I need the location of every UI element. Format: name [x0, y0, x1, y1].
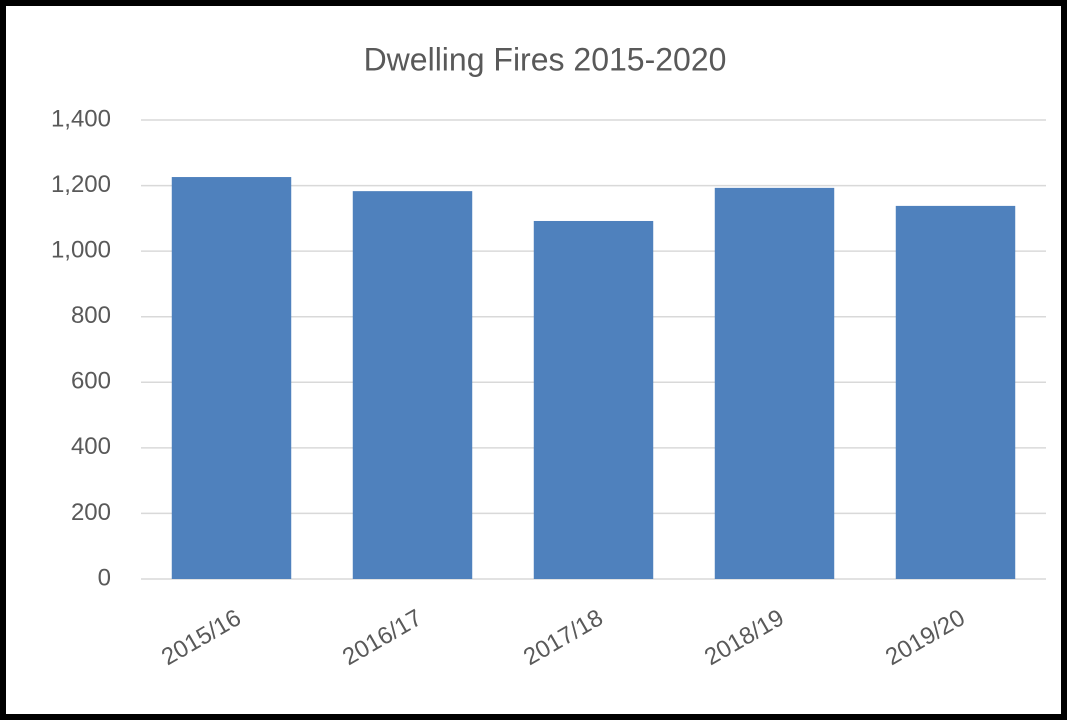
y-tick-label: 1,000 — [51, 236, 111, 263]
y-tick-label: 600 — [71, 368, 111, 395]
y-tick-label: 1,200 — [51, 171, 111, 198]
bar — [171, 177, 292, 579]
y-tick-label: 1,400 — [51, 105, 111, 132]
bar — [895, 205, 1016, 580]
chart-title: Dwelling Fires 2015-2020 — [364, 41, 727, 77]
bar — [533, 220, 654, 580]
y-tick-label: 400 — [71, 433, 111, 460]
bar — [714, 187, 835, 579]
y-tick-label: 200 — [71, 499, 111, 526]
bar — [352, 191, 473, 579]
y-tick-label: 0 — [98, 564, 111, 591]
y-tick-label: 800 — [71, 302, 111, 329]
